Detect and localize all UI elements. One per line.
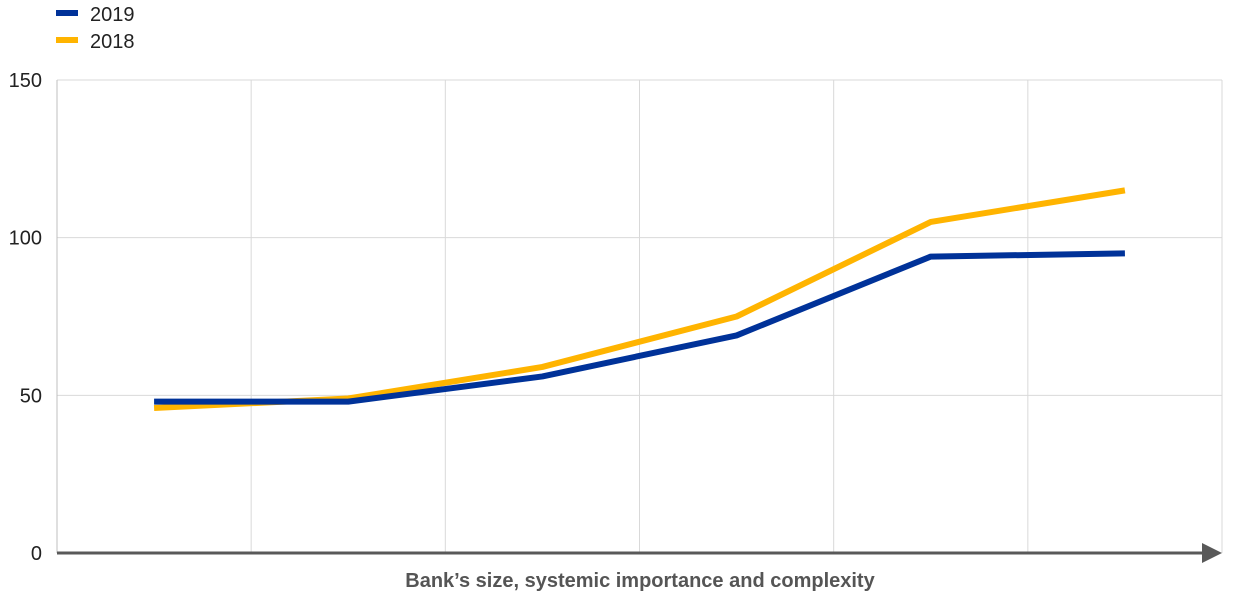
- y-tick-label: 150: [9, 70, 42, 92]
- x-axis-title: Bank’s size, systemic importance and com…: [405, 570, 875, 592]
- y-tick-label: 100: [9, 228, 42, 250]
- legend-swatch-2019: [56, 10, 78, 16]
- y-tick-label: 0: [31, 543, 42, 565]
- legend: 2019 2018: [56, 4, 135, 53]
- legend-swatch-2018: [56, 37, 78, 43]
- series-line-2019: [154, 250, 1125, 405]
- y-tick-label: 50: [20, 385, 42, 407]
- legend-label-2019: 2019: [90, 4, 135, 26]
- legend-label-2018: 2018: [90, 31, 135, 53]
- y-tick-labels: 0 50 100 150: [9, 70, 42, 565]
- x-axis-arrow-icon: [1202, 543, 1222, 563]
- series-lines: [153, 187, 1126, 411]
- grid: [57, 79, 1223, 553]
- axes: [56, 80, 1222, 563]
